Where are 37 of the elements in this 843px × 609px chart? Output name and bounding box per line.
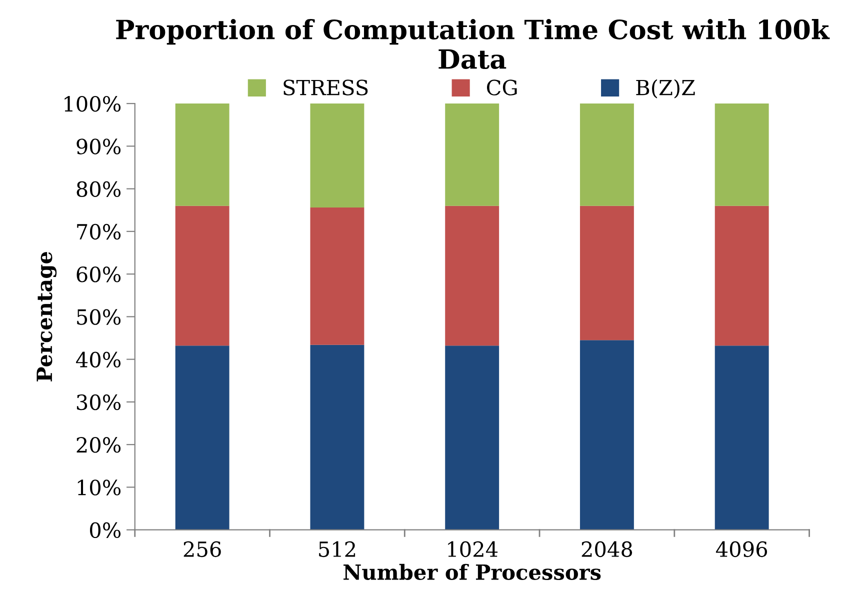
y-tick-label: 30% xyxy=(76,394,121,410)
x-tick-label: 2048 xyxy=(582,541,632,558)
bar xyxy=(310,208,364,345)
bar xyxy=(310,344,364,530)
bar xyxy=(445,206,500,346)
bar xyxy=(580,340,634,530)
x-tick-label: 4096 xyxy=(716,541,768,558)
bar xyxy=(445,104,500,206)
bar xyxy=(714,104,769,206)
y-tick-label: 60% xyxy=(76,266,121,282)
y-axis-title: Percentage xyxy=(36,252,57,382)
legend-label: B(Z)Z xyxy=(636,79,695,98)
y-tick-label: 40% xyxy=(76,352,121,368)
y-tick-label: 90% xyxy=(76,138,121,154)
bar xyxy=(175,104,230,206)
y-tick-label: 70% xyxy=(77,224,121,240)
chart-title: Proportion of Computation Time Cost with 100k Data xyxy=(116,19,830,70)
legend-label: STRESS xyxy=(284,80,368,96)
y-tick-label: 0% xyxy=(90,522,121,538)
x-tick-label: 512 xyxy=(319,541,356,558)
x-axis-title: Number of Processors xyxy=(344,564,601,580)
bar xyxy=(714,346,769,530)
bar xyxy=(175,206,230,346)
bar xyxy=(580,206,634,340)
bar xyxy=(310,104,364,208)
y-tick-label: 10% xyxy=(78,480,121,496)
bar xyxy=(445,346,500,530)
legend-label: CG xyxy=(486,80,517,96)
y-tick-label: 80% xyxy=(76,181,121,197)
x-tick-label: 1024 xyxy=(448,541,498,558)
y-tick-label: 20% xyxy=(76,437,121,453)
y-tick-label: 100% xyxy=(64,96,121,112)
y-tick-label: 50% xyxy=(77,309,121,325)
bar xyxy=(175,346,230,530)
bar xyxy=(580,104,634,206)
bar xyxy=(714,206,769,346)
x-tick-label: 256 xyxy=(184,541,221,558)
